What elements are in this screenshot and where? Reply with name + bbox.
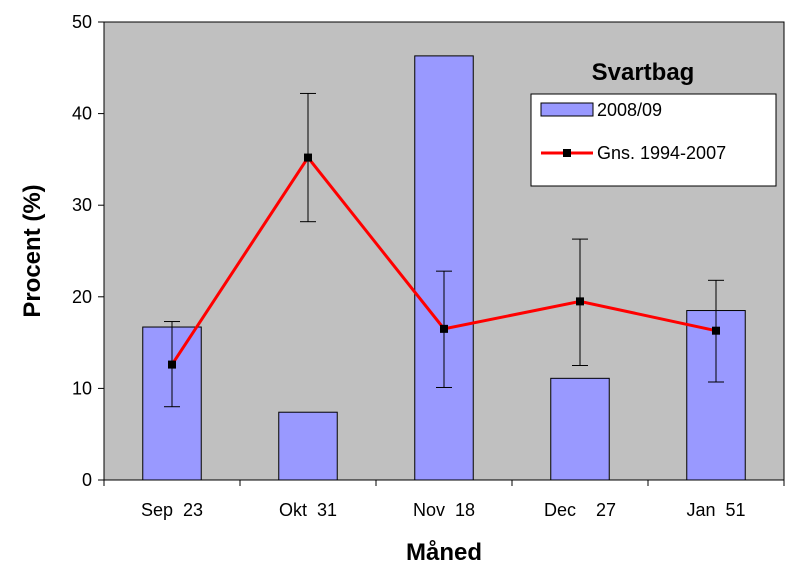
legend-title: Svartbag bbox=[592, 59, 695, 86]
x-tick-label: Nov 18 bbox=[413, 500, 475, 520]
legend-swatch-bars bbox=[540, 102, 594, 117]
line-marker-1 bbox=[168, 360, 176, 369]
y-tick-label: 20 bbox=[72, 287, 92, 307]
line-marker-3 bbox=[440, 324, 448, 333]
line-marker-4 bbox=[576, 297, 584, 306]
y-tick-label: 30 bbox=[72, 195, 92, 215]
y-tick-label: 40 bbox=[72, 104, 92, 124]
bar-4 bbox=[550, 377, 610, 481]
x-tick-label: Jan 51 bbox=[686, 500, 745, 520]
y-tick-label: 10 bbox=[72, 378, 92, 398]
legend-label-line: Gns. 1994-2007 bbox=[597, 143, 726, 163]
line-marker-2 bbox=[304, 153, 312, 162]
bar-3 bbox=[414, 55, 474, 481]
y-axis-title: Procent (%) bbox=[19, 184, 46, 317]
axis-layer: 0 10 20 30 40 50 Sep 23 Okt 31 Nov 18 Dec 27 Jan 5… bbox=[72, 12, 785, 520]
x-tick-label: Sep 23 bbox=[141, 500, 203, 520]
line-marker-5 bbox=[712, 326, 720, 335]
legend-swatch-marker bbox=[563, 149, 571, 157]
x-axis-title: Måned bbox=[406, 539, 482, 566]
x-tick-label: Okt 31 bbox=[279, 500, 337, 520]
x-tick-label: Dec 27 bbox=[544, 500, 616, 520]
legend: Svartbag 2008/09 Gns. 1994-2007 bbox=[530, 59, 777, 187]
bar-2 bbox=[278, 411, 338, 481]
y-tick-label: 0 bbox=[82, 470, 92, 490]
y-tick-label: 50 bbox=[72, 12, 92, 32]
line-layer bbox=[168, 153, 720, 369]
legend-label-bars: 2008/09 bbox=[597, 100, 662, 120]
